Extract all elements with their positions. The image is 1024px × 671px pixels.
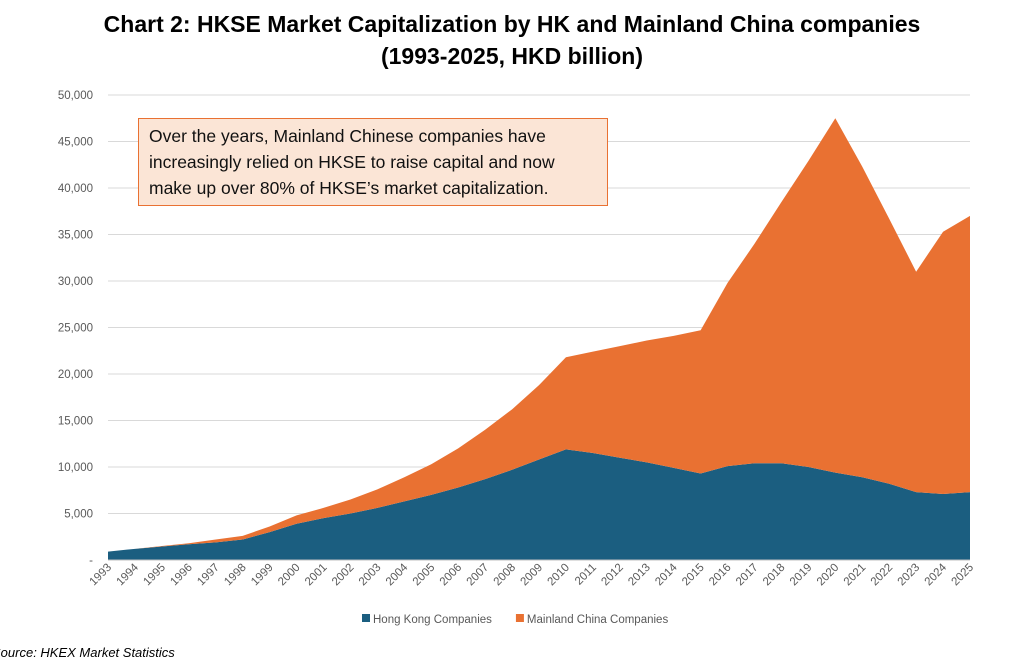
x-tick-label: 2007 bbox=[465, 562, 492, 589]
x-tick-label: 2001 bbox=[303, 562, 330, 589]
x-tick-label: 2002 bbox=[330, 562, 357, 589]
y-tick-label: 35,000 bbox=[58, 230, 93, 242]
x-tick-label: 2014 bbox=[653, 561, 680, 588]
y-tick-label: 50,000 bbox=[58, 90, 93, 102]
x-tick-label: 2003 bbox=[357, 562, 384, 589]
legend-label: Hong Kong Companies bbox=[373, 614, 492, 626]
x-tick-label: 1998 bbox=[222, 562, 249, 589]
x-tick-label: 1996 bbox=[168, 562, 195, 589]
x-tick-label: 2018 bbox=[761, 562, 788, 589]
x-tick-label: 2012 bbox=[599, 562, 626, 589]
x-tick-label: 2010 bbox=[545, 562, 572, 589]
x-tick-label: 2004 bbox=[384, 561, 411, 588]
x-tick-label: 2015 bbox=[680, 562, 707, 589]
x-tick-label: 1997 bbox=[195, 562, 222, 589]
x-tick-label: 2013 bbox=[626, 562, 653, 589]
x-tick-label: 1999 bbox=[249, 562, 276, 589]
x-tick-label: 2009 bbox=[519, 562, 546, 589]
x-tick-label: 2016 bbox=[707, 562, 734, 589]
x-tick-label: 1995 bbox=[141, 562, 168, 589]
x-tick-label: 2023 bbox=[896, 562, 923, 589]
legend-label: Mainland China Companies bbox=[527, 614, 669, 626]
y-tick-label: 45,000 bbox=[58, 137, 93, 149]
x-tick-label: 2005 bbox=[411, 562, 438, 589]
area bbox=[108, 449, 970, 560]
x-tick-label: 2006 bbox=[438, 562, 465, 589]
area bbox=[108, 118, 970, 552]
x-tick-label: 2020 bbox=[815, 562, 842, 589]
y-tick-label: - bbox=[89, 555, 93, 567]
chart-title: Chart 2: HKSE Market Capitalization by H… bbox=[103, 11, 921, 69]
annotation: Over the years, Mainland Chinese compani… bbox=[138, 118, 608, 206]
legend-swatch bbox=[515, 614, 524, 622]
y-tick-label: 20,000 bbox=[58, 369, 93, 381]
legend-swatch bbox=[362, 614, 370, 622]
y-tick-label: 5,000 bbox=[64, 509, 93, 521]
source: Source: HKEX Market Statistics bbox=[0, 645, 175, 660]
x-tick-label: 2024 bbox=[923, 561, 950, 588]
x-tick-label: 2019 bbox=[788, 562, 815, 589]
x-tick-label: 2008 bbox=[492, 562, 519, 589]
y-tick-label: 15,000 bbox=[58, 416, 93, 428]
y-tick-label: 10,000 bbox=[58, 462, 93, 474]
x-tick-label: 2011 bbox=[573, 562, 599, 588]
x-tick-label: 1994 bbox=[114, 561, 141, 588]
x-tick-label: 2025 bbox=[950, 562, 977, 589]
x-tick-label: 2017 bbox=[734, 562, 761, 589]
x-tick-label: 2021 bbox=[842, 562, 869, 589]
x-tick-label: 2022 bbox=[869, 562, 896, 589]
y-tick-label: 40,000 bbox=[58, 183, 93, 195]
y-tick-label: 30,000 bbox=[58, 276, 93, 288]
y-tick-label: 25,000 bbox=[58, 323, 93, 335]
x-tick-label: 2000 bbox=[276, 562, 303, 589]
